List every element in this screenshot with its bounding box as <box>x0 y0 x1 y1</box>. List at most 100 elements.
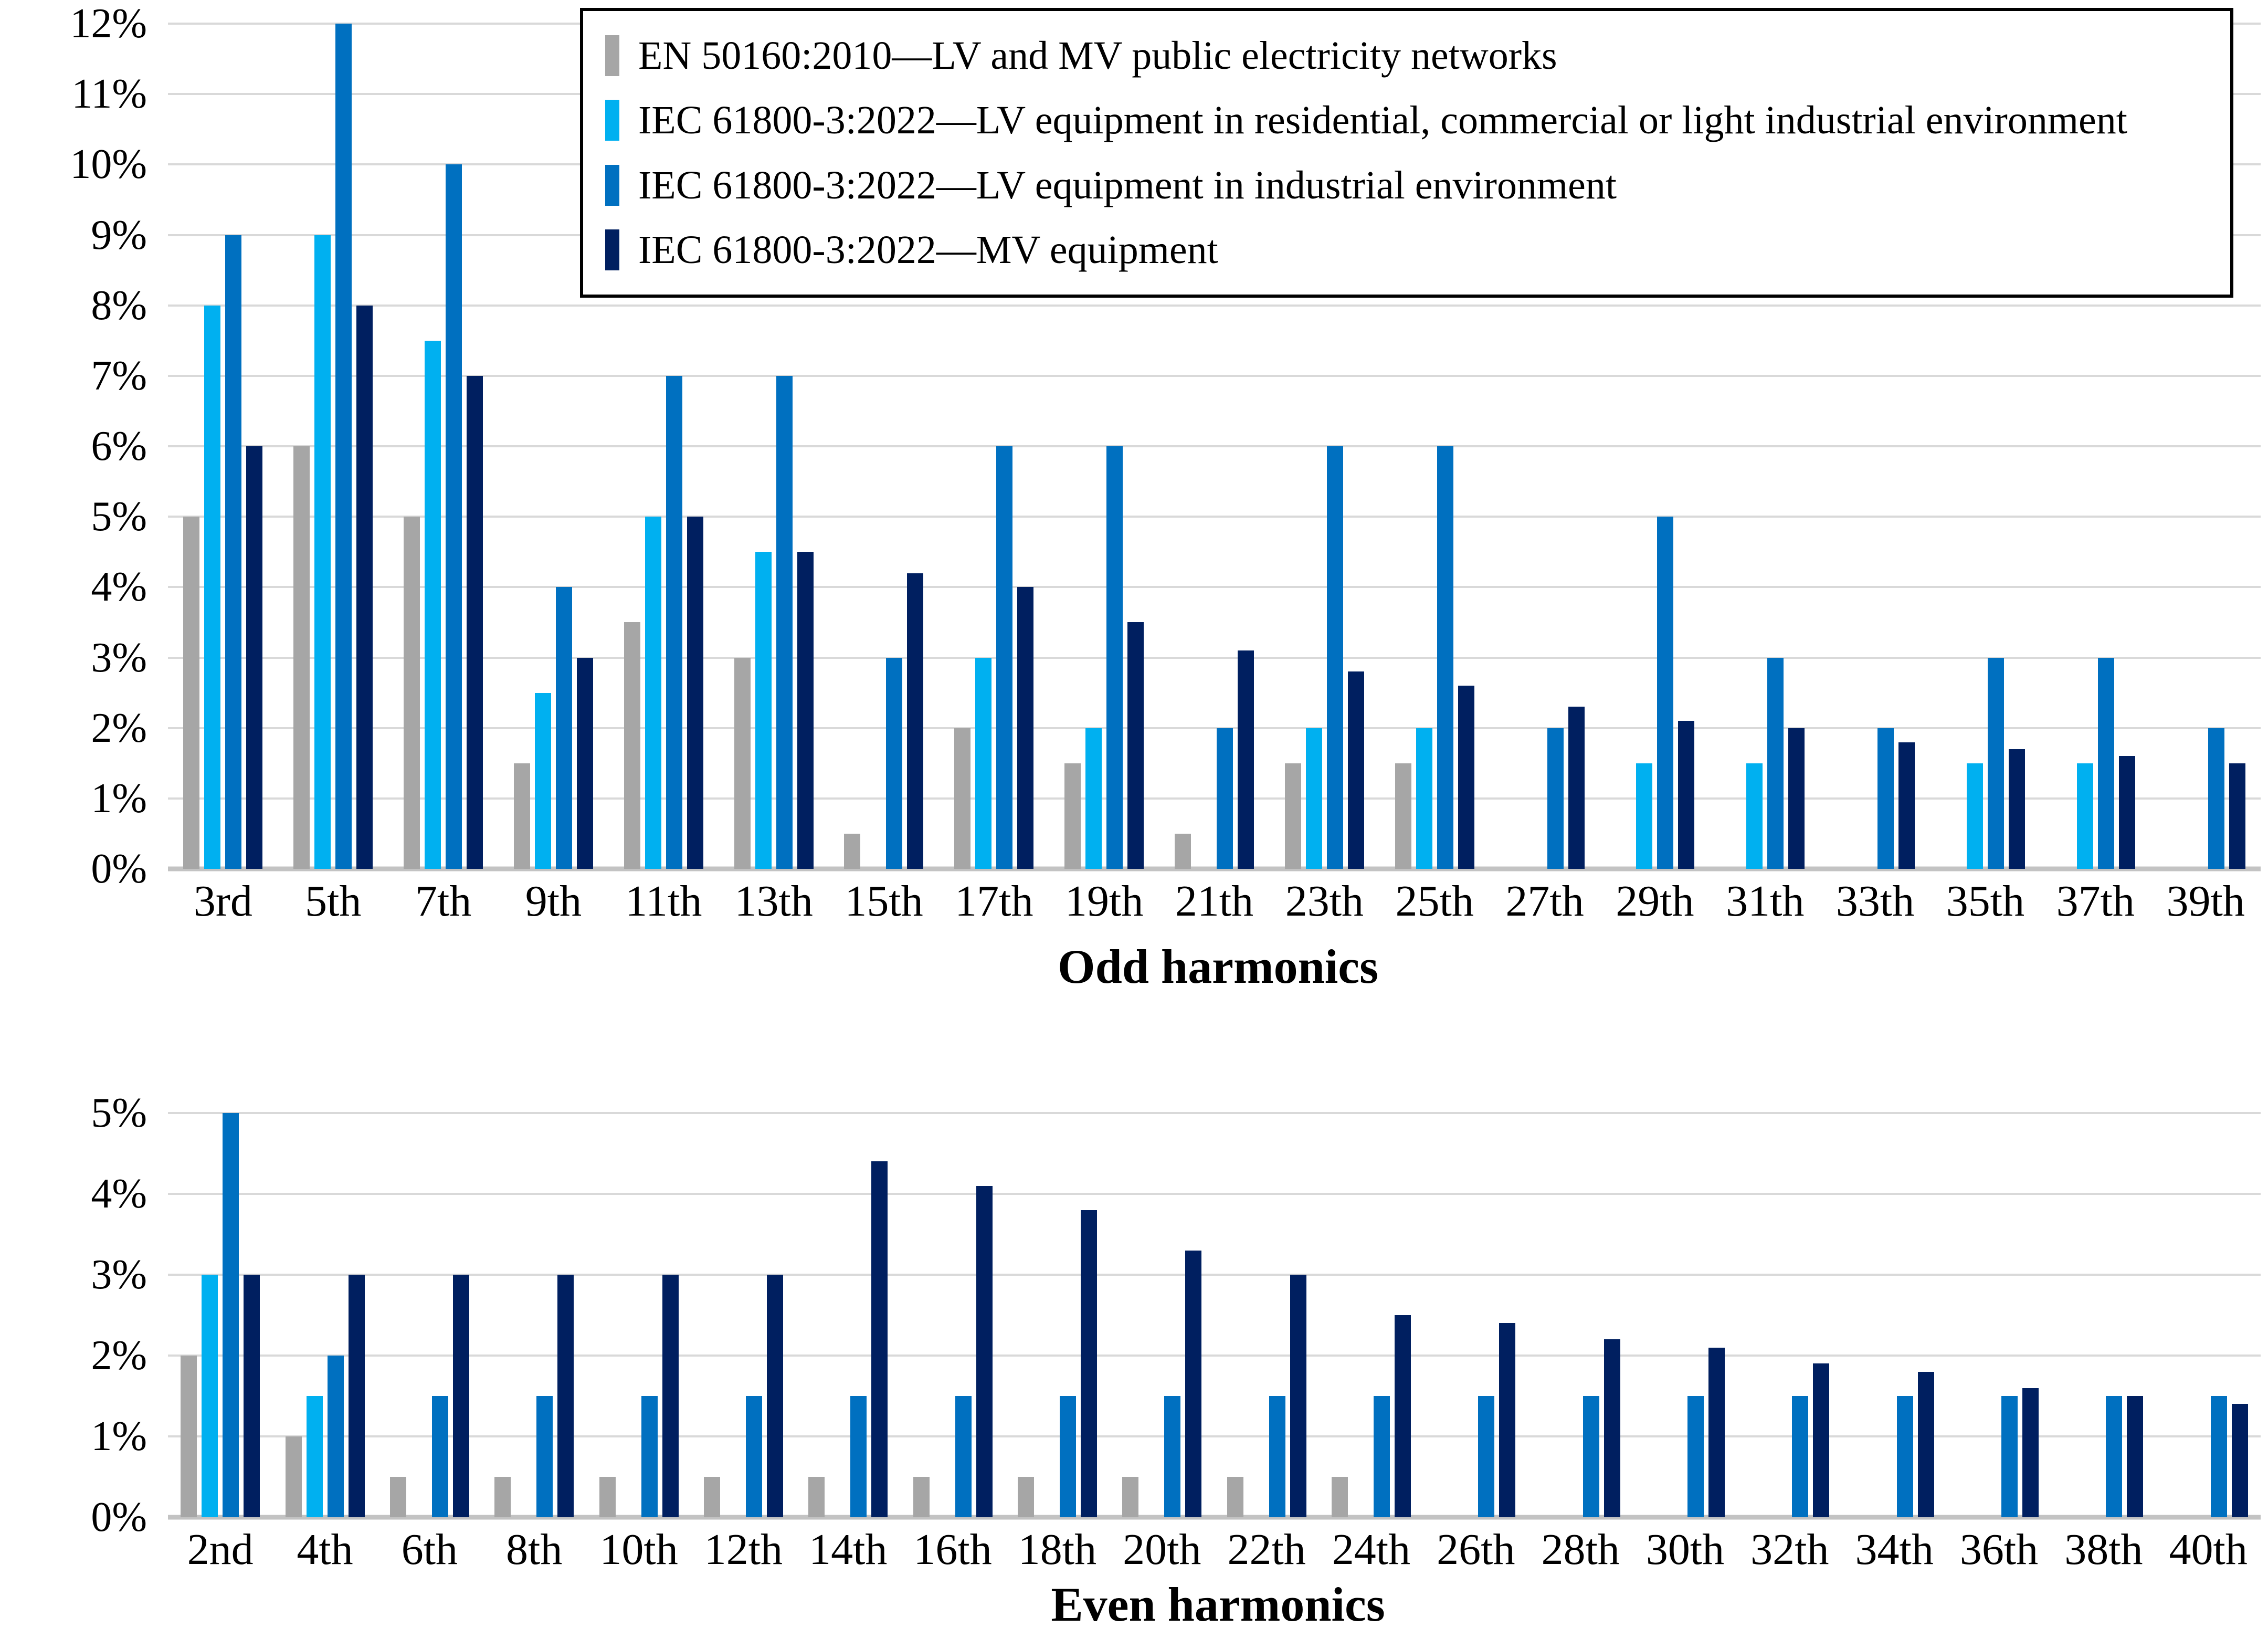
bar <box>2022 1388 2039 1517</box>
bar <box>734 657 751 869</box>
x-tick-label: 29th <box>1616 877 1694 926</box>
y-tick-label: 6% <box>91 423 147 469</box>
x-tick-label: 17th <box>955 877 1033 926</box>
bar <box>907 573 924 869</box>
plot-area <box>168 23 2261 872</box>
bar-group <box>168 24 278 869</box>
bar-group <box>1737 1113 1842 1517</box>
bar-group <box>1159 24 1270 869</box>
x-tick-label: 13th <box>734 877 813 926</box>
y-tick-label: 1% <box>91 775 147 822</box>
bar <box>555 587 572 869</box>
bar <box>246 446 263 869</box>
bar <box>844 833 861 869</box>
bar-group <box>1947 1113 2051 1517</box>
x-tick-label: 39th <box>2166 877 2245 926</box>
gridline <box>168 1273 2261 1276</box>
gridline <box>168 445 2261 447</box>
bar <box>1499 1323 1516 1517</box>
bar <box>871 1161 888 1517</box>
x-tick-label: 28th <box>1541 1525 1620 1574</box>
bar <box>1059 1395 1076 1517</box>
bar <box>645 517 661 869</box>
bar <box>1568 707 1585 869</box>
bar-group <box>1319 1113 1423 1517</box>
bar <box>1305 728 1322 869</box>
gridline <box>168 656 2261 659</box>
bar-group <box>1842 1113 1947 1517</box>
bar <box>1064 763 1081 869</box>
x-tick-label: 40th <box>2169 1525 2248 1574</box>
bar-group <box>272 1113 377 1517</box>
x-axis-line <box>168 866 2261 872</box>
y-axis-labels: 5% 4% 3% 2% 1% 0% <box>0 1092 168 1538</box>
bar <box>1290 1274 1306 1517</box>
bar <box>204 305 221 869</box>
bar <box>1708 1347 1725 1517</box>
bar <box>1373 1395 1390 1517</box>
bar <box>1746 763 1763 869</box>
bar <box>431 1395 448 1517</box>
bar <box>1269 1395 1285 1517</box>
bar <box>467 375 483 869</box>
bar <box>1917 1371 1934 1517</box>
bar-group <box>829 24 939 869</box>
bar <box>1127 622 1144 869</box>
legend-item: IEC 61800-3:2022—LV equipment in residen… <box>605 100 2230 141</box>
bar <box>703 1476 720 1517</box>
bar-group <box>719 24 829 869</box>
y-tick-label: 2% <box>91 1332 147 1379</box>
bar <box>1217 728 1233 869</box>
bar-group <box>796 1113 900 1517</box>
x-tick-label: 33th <box>1836 877 1915 926</box>
bar <box>745 1395 762 1517</box>
x-tick-label: 22th <box>1227 1525 1306 1574</box>
x-tick-label: 15th <box>845 877 923 926</box>
bar <box>2118 756 2135 869</box>
y-tick-label: 5% <box>91 1089 147 1136</box>
x-tick-label: 10th <box>599 1525 678 1574</box>
legend-swatch <box>605 229 619 271</box>
y-tick-label: 3% <box>91 1251 147 1298</box>
bar-group <box>608 24 719 869</box>
bar-group <box>2156 1113 2261 1517</box>
bar <box>1284 763 1301 869</box>
bar <box>285 1436 302 1517</box>
x-tick-label: 36th <box>1959 1525 2039 1574</box>
x-tick-label: 18th <box>1018 1525 1097 1574</box>
y-tick-label: 0% <box>91 1494 147 1540</box>
gridline <box>168 1192 2261 1195</box>
legend-label: EN 50160:2010—LV and MV public electrici… <box>638 33 1557 78</box>
even-harmonics-chart: 5% 4% 3% 2% 1% 0% 2nd 4th 6th 8th 10th 12th 14th 16t… <box>0 1092 2268 1630</box>
bar <box>1416 728 1432 869</box>
x-tick-label: 3rd <box>193 877 252 926</box>
y-tick-label: 5% <box>91 494 147 540</box>
bar-group <box>1423 1113 1528 1517</box>
x-tick-label: 23th <box>1285 877 1364 926</box>
bar <box>1896 1395 1913 1517</box>
bar <box>1458 686 1474 869</box>
x-axis-line <box>168 1515 2261 1520</box>
bar <box>534 692 551 869</box>
bar-group <box>586 1113 691 1517</box>
bar-group <box>1490 24 1600 869</box>
x-tick-label: 8th <box>506 1525 563 1574</box>
bar <box>850 1395 867 1517</box>
bar <box>1175 833 1191 869</box>
x-tick-label: 27th <box>1505 877 1584 926</box>
bar <box>1604 1339 1620 1517</box>
x-tick-label: 26th <box>1437 1525 1515 1574</box>
bar <box>1583 1395 1599 1517</box>
y-tick-label: 10% <box>70 141 147 188</box>
bar-group <box>691 1113 796 1517</box>
x-tick-label: 32th <box>1750 1525 1829 1574</box>
bars-layer <box>168 1112 2261 1517</box>
bar <box>1877 728 1894 869</box>
bar <box>1347 671 1364 869</box>
bar-group <box>499 24 609 869</box>
x-tick-label: 24th <box>1332 1525 1411 1574</box>
x-tick-label: 37th <box>2056 877 2135 926</box>
x-axis-labels: 2nd 4th 6th 8th 10th 12th 14th 16th 18th 20th 22th… <box>168 1525 2261 1574</box>
bar <box>327 1355 344 1517</box>
bar <box>976 1185 993 1517</box>
